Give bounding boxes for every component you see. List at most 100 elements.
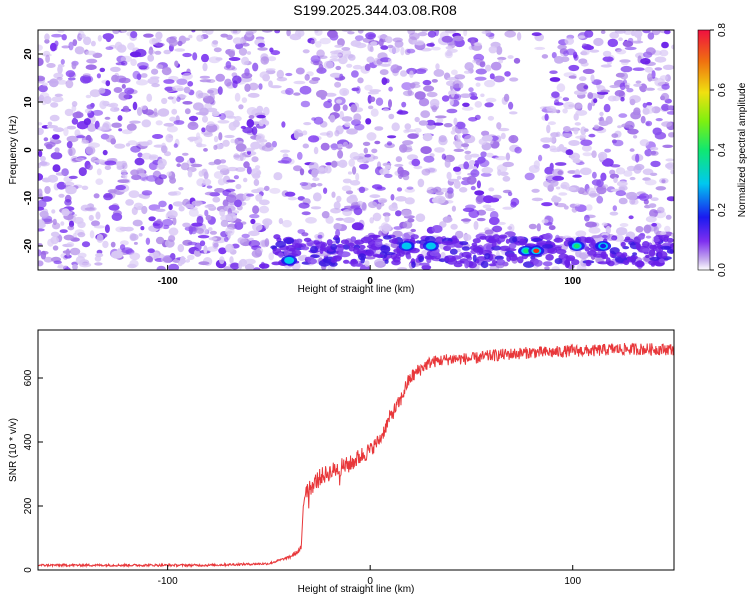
spectrogram-cell [157, 158, 167, 168]
spectrogram-cell [339, 111, 345, 120]
spectrogram-cell [336, 244, 345, 248]
spectrogram-cell [490, 61, 502, 71]
spectrogram-cell [270, 85, 282, 89]
spectrogram-cell [343, 259, 350, 264]
spectrogram-cell [635, 52, 646, 59]
spectrogram-cell [233, 154, 241, 158]
spectrogram-cell [208, 237, 218, 241]
spectrogram-cell [374, 239, 383, 248]
spectrogram-cell [187, 241, 198, 246]
spectrogram-cell [453, 117, 458, 126]
spectrogram-cell [605, 225, 611, 235]
spectrogram-cell [129, 120, 141, 124]
spectrogram-cell [456, 138, 461, 142]
spectrogram-cell [372, 234, 378, 240]
spectrogram-cell [368, 105, 374, 110]
spectrogram-cell [649, 244, 657, 250]
spectrogram-cell [575, 109, 588, 116]
spectrogram-cell [633, 107, 641, 115]
spectrogram-cell [73, 216, 84, 225]
spectrogram-cell [413, 165, 423, 170]
y-tick-label: 600 [23, 369, 34, 386]
spectrogram-cell [156, 265, 166, 270]
spectrogram-cell [624, 236, 631, 241]
spectrogram-cell [121, 247, 133, 254]
spectrogram-cell [259, 199, 270, 206]
spectrogram-cell [283, 237, 295, 244]
spectrogram-cell [118, 91, 130, 101]
spectrogram-cell [213, 135, 219, 143]
spectrogram-cell [77, 252, 87, 258]
colorbar-tick-label: 0.6 [717, 83, 728, 97]
spectrogram-cell [578, 58, 588, 64]
spectrogram-cell [554, 258, 563, 265]
spectrogram-cell [556, 83, 566, 93]
spectrogram-cell [120, 55, 132, 63]
spectrogram-cell [312, 192, 322, 202]
spectrogram-cell [557, 170, 563, 175]
colorbar-tick-label: 0.8 [717, 23, 728, 37]
spectrogram-cell [588, 226, 601, 234]
spectrogram-cell [94, 255, 102, 262]
spectrogram-cell [38, 84, 48, 93]
spectrogram-cell [52, 245, 59, 251]
spectrogram-cell [79, 262, 92, 268]
spectrogram-cell [370, 96, 376, 103]
spectrogram-cell [231, 210, 240, 214]
spectrogram-cell [633, 165, 642, 174]
spectrogram-cell [188, 115, 199, 122]
spectrogram-cell [402, 140, 414, 146]
spectrogram-cell [63, 181, 75, 187]
spectrogram-cell [133, 241, 138, 245]
spectrogram-cell [348, 158, 356, 167]
spectrogram-cell [444, 30, 457, 34]
spectrogram-cell [452, 35, 464, 42]
spectrogram-cell [312, 177, 320, 182]
spectrogram-cell [484, 79, 496, 88]
spectrogram-cell [234, 138, 239, 146]
spectrogram-cell [157, 108, 170, 117]
spectrogram-cell [154, 42, 165, 47]
spectrogram-cell [505, 253, 517, 258]
spectrogram-cell [281, 121, 286, 128]
spectrogram-cell [128, 190, 140, 199]
spectrogram-cell [423, 155, 435, 163]
spectrogram-cell [342, 178, 352, 184]
spectrogram-cell [45, 54, 50, 64]
spectrogram-cell [386, 141, 393, 146]
spectrogram-cell [274, 30, 281, 34]
spectrogram-cell [374, 140, 381, 145]
spectrogram-cell [255, 165, 261, 170]
spectrogram-cell [600, 64, 612, 68]
spectrogram-cell [168, 263, 180, 270]
spectrogram-cell [609, 169, 616, 175]
spectrogram-cell [491, 260, 498, 264]
spectrogram-cell [629, 176, 636, 181]
spectrogram-cell [38, 219, 45, 227]
spectrogram-cell [397, 267, 407, 270]
spectrogram-cell [48, 78, 59, 88]
spectrogram-cell [612, 205, 617, 212]
spectrogram-cell [464, 154, 472, 161]
spectrogram-cell [548, 225, 556, 231]
spectrogram-cell [147, 77, 160, 85]
spectrogram-cell [64, 199, 72, 206]
spectrogram-cell [581, 144, 592, 152]
spectrogram-cell [591, 235, 601, 239]
spectrogram-cell [649, 172, 658, 176]
spectrogram-cell [510, 197, 520, 206]
spectrogram-cell [497, 56, 507, 61]
spectrogram-cell [650, 146, 659, 151]
spectrogram-cell [592, 171, 597, 179]
spectrogram-cell [411, 158, 421, 167]
spectrogram-cell [188, 208, 199, 217]
spectrogram-cell [50, 231, 60, 237]
spectrogram-cell [666, 248, 674, 254]
spectrogram-cell [307, 258, 318, 265]
spectrogram-cell [446, 187, 454, 195]
spectrogram-cell [476, 180, 481, 189]
spectrogram-cell [390, 194, 395, 201]
spectrogram-cell [246, 193, 255, 197]
spectrogram-cell [414, 91, 426, 100]
spectrogram-cell [82, 75, 94, 83]
